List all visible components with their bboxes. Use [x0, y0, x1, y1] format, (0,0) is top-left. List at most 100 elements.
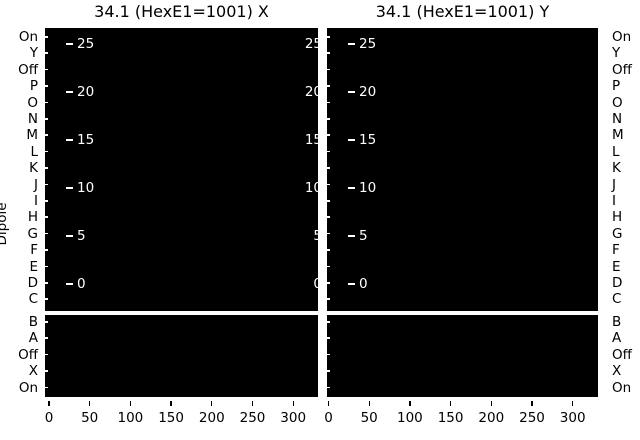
row-label: L	[30, 143, 38, 160]
row-label: Off	[612, 61, 632, 78]
row-edge-tick	[327, 337, 330, 339]
inner-ytick-label: 25	[77, 36, 95, 52]
x-tick-label: 300	[280, 410, 307, 426]
row-edge-tick	[327, 52, 330, 54]
panel-y-upper: 25 20 15 10 5 0	[327, 28, 598, 311]
row-edge-tick	[45, 216, 48, 218]
row-label: C	[612, 291, 622, 308]
row-label: On	[18, 29, 38, 45]
row-label: O	[612, 94, 623, 111]
row-edge-tick	[45, 232, 48, 235]
x-tick	[409, 401, 411, 406]
inner-ytick-label: 20	[77, 83, 95, 100]
row-label: K	[29, 160, 38, 177]
row-label: Off	[612, 346, 632, 363]
row-label: M	[26, 127, 38, 144]
inner-ytick-dash	[348, 138, 355, 141]
panel-x-lower	[45, 315, 318, 397]
row-label: G	[27, 225, 38, 242]
row-edge-tick	[327, 386, 330, 389]
row-label: E	[612, 258, 621, 275]
row-label: P	[29, 78, 38, 95]
row-edge-tick	[327, 68, 330, 71]
x-tick-label: 100	[397, 410, 423, 426]
x-tick-label: 0	[324, 410, 333, 426]
x-tick-label: 200	[198, 410, 225, 426]
row-label: B	[612, 314, 622, 330]
x-tick-label: 0	[44, 410, 54, 426]
row-label: N	[612, 111, 623, 127]
row-label: D	[612, 275, 623, 291]
inner-ytick-dash	[348, 234, 355, 237]
row-label: X	[28, 363, 38, 380]
x-tick	[170, 401, 172, 406]
row-edge-tick	[45, 68, 48, 71]
x-tick-label: 50	[81, 410, 99, 426]
row-edge-tick	[327, 167, 330, 169]
row-edge-tick	[45, 118, 48, 120]
row-label: L	[612, 143, 620, 160]
row-edge-tick	[45, 370, 48, 372]
inner-ytick-dash	[348, 43, 355, 45]
x-tick	[251, 401, 254, 406]
row-edge-tick	[45, 36, 48, 38]
right-clipped-ytick-label: 0	[313, 275, 318, 292]
row-edge-tick	[45, 167, 48, 169]
inner-ytick-dash	[348, 90, 355, 93]
right-clipped-ytick-label: 10	[304, 179, 318, 196]
x-tick	[211, 401, 213, 406]
row-label: F	[612, 242, 620, 259]
row-edge-tick	[327, 321, 330, 323]
inner-ytick-label: 0	[359, 275, 368, 292]
row-label: A	[612, 330, 622, 347]
row-label: J	[612, 176, 616, 193]
row-label: Y	[612, 45, 621, 62]
inner-ytick-dash	[66, 234, 73, 237]
row-label: E	[29, 258, 38, 275]
row-label: K	[612, 160, 621, 177]
inner-ytick-dash	[348, 282, 355, 285]
x-tick-label: 50	[360, 410, 378, 426]
row-edge-tick	[45, 282, 48, 284]
row-edge-tick	[327, 216, 330, 218]
row-edge-tick	[327, 249, 330, 251]
x-tick-label: 100	[117, 410, 144, 426]
x-tick	[48, 401, 50, 406]
row-edge-tick	[45, 200, 48, 202]
row-edge-tick	[45, 134, 48, 136]
inner-ytick-label: 5	[77, 227, 86, 244]
inner-ytick-label: 15	[359, 131, 377, 148]
row-edge-tick	[45, 150, 48, 153]
panel-x-upper: 25 20 15 10 5 0 25 20 15 10 5 0	[45, 28, 318, 311]
row-label: On	[18, 379, 38, 396]
inner-ytick-label: 5	[359, 227, 368, 244]
row-label: I	[34, 193, 38, 209]
row-edge-tick	[45, 101, 48, 104]
inner-ytick-label: 20	[359, 83, 377, 100]
row-label: On	[612, 379, 632, 396]
row-label: Off	[18, 346, 38, 363]
row-edge-tick	[327, 298, 330, 300]
inner-ytick-label: 15	[77, 131, 95, 148]
x-tick-label: 150	[158, 410, 184, 426]
row-label: O	[27, 94, 38, 111]
x-tick	[531, 401, 533, 406]
row-edge-tick	[45, 85, 48, 87]
right-clipped-ytick-label: 15	[304, 131, 318, 148]
x-tick-label: 250	[239, 410, 266, 426]
row-edge-tick	[45, 321, 48, 323]
row-label: C	[28, 291, 38, 308]
row-label: I	[612, 193, 616, 209]
row-label: M	[612, 127, 624, 144]
right-clipped-ytick-label: 5	[313, 227, 318, 244]
inner-ytick-label: 25	[359, 36, 377, 52]
row-label: D	[27, 275, 38, 291]
row-edge-tick	[45, 353, 48, 356]
inner-ytick-dash	[348, 186, 355, 189]
row-label: H	[612, 209, 623, 226]
row-edge-tick	[45, 386, 48, 389]
x-tick	[129, 401, 132, 406]
right-clipped-ytick-label: 25	[304, 36, 318, 52]
x-tick	[292, 401, 294, 406]
x-tick	[490, 401, 492, 406]
